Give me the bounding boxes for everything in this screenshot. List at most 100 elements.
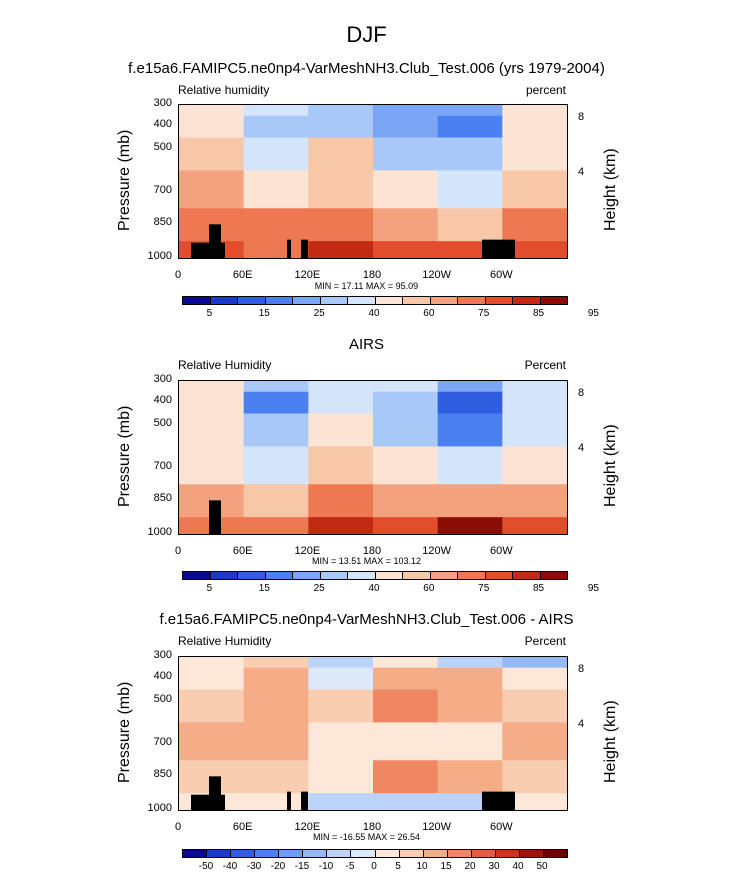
colorbar-label: 5 — [206, 308, 213, 319]
heatmap-cell — [373, 391, 439, 415]
heatmap-cell — [373, 115, 439, 139]
colorbar-label: 40 — [368, 583, 380, 594]
heatmap-panel — [178, 656, 568, 811]
heatmap-cell — [373, 484, 439, 518]
topography-mask — [482, 791, 515, 810]
colorbar-label: -50 — [198, 861, 214, 872]
y-axis-label: Pressure (mb) — [116, 681, 133, 783]
y-tick-label: 1000 — [147, 802, 172, 814]
heatmap-cell — [437, 170, 503, 209]
y-right-axis-label: Height (km) — [602, 699, 619, 783]
colorbar-swatch — [447, 850, 472, 857]
topography-mask — [301, 791, 308, 810]
heatmap-cell — [437, 105, 503, 117]
x-tick-label: 60W — [490, 821, 513, 833]
heatmap-cell — [308, 484, 374, 518]
colorbar-swatch — [471, 850, 496, 857]
y-tick-label: 300 — [153, 373, 172, 385]
colorbar-swatch — [543, 850, 567, 857]
y-tick-label: 1000 — [147, 250, 172, 262]
colorbar-swatch — [495, 850, 520, 857]
colorbar-swatch — [540, 572, 567, 579]
heatmap-cell — [179, 657, 245, 669]
colorbar-swatch — [513, 572, 541, 579]
heatmap-cell — [373, 241, 439, 258]
heatmap-cell — [437, 722, 503, 761]
colorbar-label: 20 — [464, 861, 476, 872]
heatmap-cell — [243, 170, 309, 209]
colorbar-swatch — [255, 850, 280, 857]
y-tick-label: 500 — [153, 140, 172, 153]
heatmap-cell — [308, 381, 374, 393]
heatmap-cell — [437, 657, 503, 669]
colorbar-label: -10 — [318, 861, 334, 872]
heatmap-cell — [243, 667, 309, 691]
heatmap-cell — [437, 667, 503, 691]
colorbar-swatch — [375, 297, 403, 304]
heatmap-cell — [437, 413, 503, 447]
heatmap-cell — [437, 689, 503, 723]
heatmap-cell — [243, 446, 309, 485]
colorbar-label: 85 — [533, 308, 545, 319]
stats-label: MIN = -16.55 MAX = 26.54 — [312, 832, 421, 842]
heatmap-cell — [502, 208, 567, 242]
topography-mask — [287, 791, 291, 810]
colorbar-swatch — [327, 850, 352, 857]
heatmap-cell — [502, 446, 567, 485]
colorbar-swatch — [303, 850, 328, 857]
colorbar-swatch — [279, 850, 304, 857]
heatmap-cell — [179, 667, 245, 691]
y-right-axis-label: Height (km) — [602, 147, 619, 231]
heatmap-cell — [308, 517, 374, 534]
colorbar-swatch — [513, 297, 541, 304]
y-tick-label: 400 — [153, 118, 172, 131]
colorbar-label: 15 — [258, 308, 270, 319]
heatmap-cell — [437, 391, 503, 415]
heatmap-cell — [373, 657, 439, 669]
y-tick-label: 850 — [153, 492, 172, 505]
heatmap-cell — [308, 137, 374, 171]
colorbar-label: 30 — [488, 861, 500, 872]
topography-mask — [301, 239, 308, 258]
x-tick-label: 0 — [174, 545, 182, 557]
heatmap-cell — [179, 170, 245, 209]
y-tick-label: 850 — [153, 768, 172, 781]
colorbar-swatch — [519, 850, 544, 857]
y-tick-label: 400 — [153, 394, 172, 407]
heatmap-cell — [308, 413, 374, 447]
colorbar-label: 15 — [440, 861, 452, 872]
heatmap-cell — [502, 381, 567, 393]
colorbar-swatch — [183, 572, 211, 579]
colorbar-swatch — [320, 572, 348, 579]
heatmap-cell — [373, 793, 439, 810]
y-tick-label: 850 — [153, 216, 172, 229]
heatmap-cell — [502, 722, 567, 761]
colorbar — [182, 571, 568, 580]
heatmap-cell — [308, 657, 374, 669]
heatmap-cell — [179, 391, 245, 415]
heatmap-cell — [308, 667, 374, 691]
heatmap-panel — [178, 104, 568, 259]
heatmap-cell — [308, 722, 374, 761]
heatmap-cell — [179, 137, 245, 171]
colorbar-swatch — [348, 572, 376, 579]
heatmap-cell — [373, 170, 439, 209]
heatmap-cell — [502, 689, 567, 723]
heatmap-cell — [243, 137, 309, 171]
heatmap-cell — [502, 241, 567, 258]
colorbar-label: 5 — [206, 583, 213, 594]
heatmap-cell — [437, 484, 503, 518]
colorbar-label: 50 — [536, 861, 548, 872]
colorbar-swatch — [430, 572, 458, 579]
colorbar-swatch — [423, 850, 448, 857]
panel-subtitle: f.e15a6.FAMIPC5.ne0np4-VarMeshNH3.Club_T… — [128, 60, 605, 77]
colorbar-label: 40 — [368, 308, 380, 319]
x-tick-label: 180 — [362, 545, 382, 557]
colorbar-label: 5 — [395, 861, 401, 872]
heatmap-cell — [502, 760, 567, 794]
x-tick-label: 60E — [232, 545, 253, 557]
y-tick-label: 700 — [153, 736, 172, 749]
colorbar-swatch — [375, 572, 403, 579]
colorbar-swatch — [458, 572, 486, 579]
colorbar-label: 75 — [478, 583, 490, 594]
